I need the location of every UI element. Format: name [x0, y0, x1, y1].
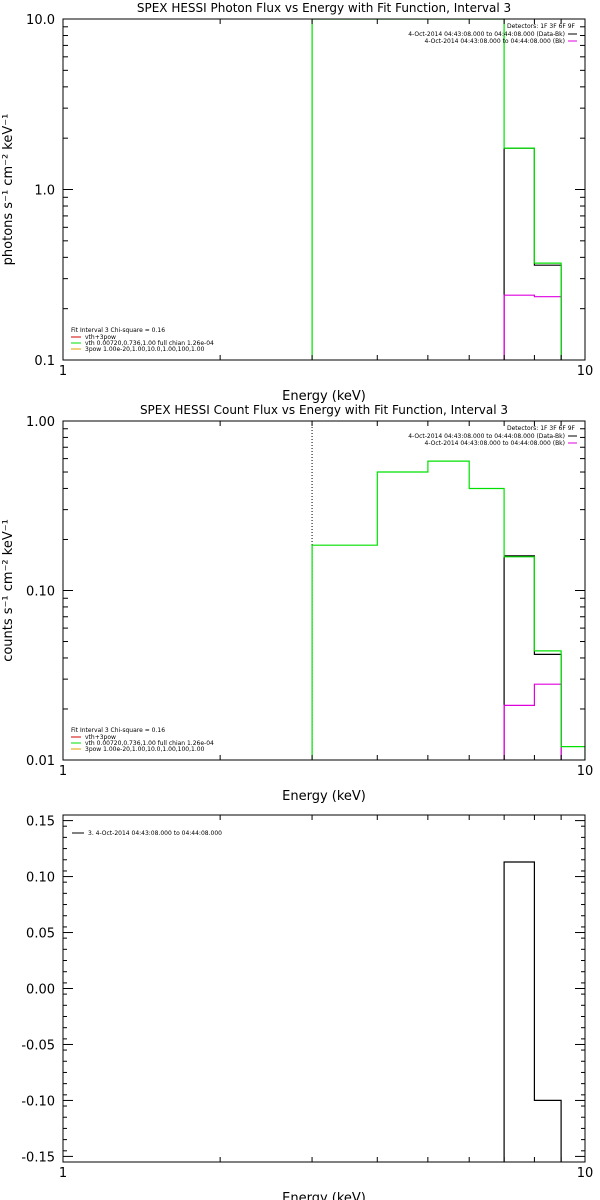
series-1-line [503, 147, 562, 360]
y-tick-label: 1.00 [26, 415, 55, 430]
plot-area [311, 19, 562, 360]
y-tick-label: -0.05 [21, 1038, 55, 1053]
series-3-line [311, 460, 585, 760]
fit-legend-label: vth+3pow [85, 734, 116, 741]
plot-frame [62, 18, 586, 361]
x-axis-label: Energy (keV) [282, 389, 366, 404]
fit-legend-label: vth 0.00720,0.736,1.00 full chian 1.26e-… [85, 340, 214, 347]
series-2-line [503, 683, 562, 760]
y-axis-label: counts s⁻¹ cm⁻² keV⁻¹ [1, 519, 16, 662]
series-1-line [503, 555, 562, 760]
y-tick-label: 1.0 [34, 184, 55, 199]
legend-item-label: 4-Oct-2014 04:43:08.000 to 04:44:08.000 … [425, 440, 566, 447]
fit-legend-header: Fit Interval 3 Chi-square = 0.16 [71, 727, 165, 734]
y-tick-label: 0.15 [26, 815, 55, 830]
legend-header: Detectors: 1F 3F 6F 9F [507, 23, 576, 30]
x-tick-label: 1 [59, 1166, 67, 1181]
x-tick-label: 10 [577, 764, 594, 779]
x-axis-label: Energy (keV) [282, 789, 366, 804]
plot-frame [62, 420, 586, 761]
chart-panel-3: 1 10 0.15 0.10 0.05 0.00 -0.05 -0.10 -0.15 Energy… [21, 814, 594, 1200]
fit-legend-header: Fit Interval 3 Chi-square = 0.16 [71, 327, 165, 334]
plot-area [503, 861, 562, 1162]
y-tick-label: -0.15 [21, 1150, 55, 1165]
plot-frame [62, 814, 586, 1163]
series-3-line [311, 19, 562, 360]
chart-title: SPEX HESSI Count Flux vs Energy with Fit… [140, 403, 508, 417]
y-tick-label: 0.10 [26, 871, 55, 886]
x-tick-label: 10 [577, 1166, 594, 1181]
fit-legend-label: vth 0.00720,0.736,1.00 full chian 1.26e-… [85, 740, 214, 747]
chart-panel-1: SPEX HESSI Photon Flux vs Energy with Fi… [1, 1, 593, 404]
plot-area [311, 460, 585, 760]
fit-legend-label: vth+3pow [85, 334, 116, 341]
legend-item-label: 4-Oct-2014 04:43:08.000 to 04:44:08.000 … [408, 31, 565, 38]
chart-title: SPEX HESSI Photon Flux vs Energy with Fi… [137, 1, 511, 15]
y-tick-label: 0.10 [26, 585, 55, 600]
legend-item-label: 4-Oct-2014 04:43:08.000 to 04:44:08.000 … [425, 38, 566, 45]
y-tick-label: 10.0 [26, 13, 55, 28]
fit-legend-label: 3pow 1.00e-20,1.00,10.0,1.00,100,1.00 [85, 746, 205, 753]
x-tick-label: 1 [59, 364, 67, 379]
y-tick-label: 0.1 [34, 354, 55, 369]
y-tick-label: -0.10 [21, 1094, 55, 1109]
chart-panel-2: SPEX HESSI Count Flux vs Energy with Fit… [1, 403, 593, 804]
legend-item-label: 3. 4-Oct-2014 04:43:08.000 to 04:44:08.0… [88, 830, 222, 837]
x-tick-label: 1 [59, 764, 67, 779]
y-tick-label: 0.01 [26, 754, 55, 769]
series-1-line [503, 861, 562, 1162]
y-tick-label: 0.05 [26, 927, 55, 942]
fit-legend-label: 3pow 1.00e-20,1.00,10.0,1.00,100,1.00 [85, 346, 205, 353]
x-axis-label: Energy (keV) [282, 1191, 366, 1200]
legend-item-label: 4-Oct-2014 04:43:08.000 to 04:44:08.000 … [408, 433, 565, 440]
legend-header: Detectors: 1F 3F 6F 9F [507, 425, 576, 432]
x-tick-label: 10 [577, 364, 594, 379]
y-tick-label: 0.00 [26, 983, 55, 998]
series-2-line [503, 294, 562, 360]
y-axis-label: photons s⁻¹ cm⁻² keV⁻¹ [1, 114, 16, 266]
